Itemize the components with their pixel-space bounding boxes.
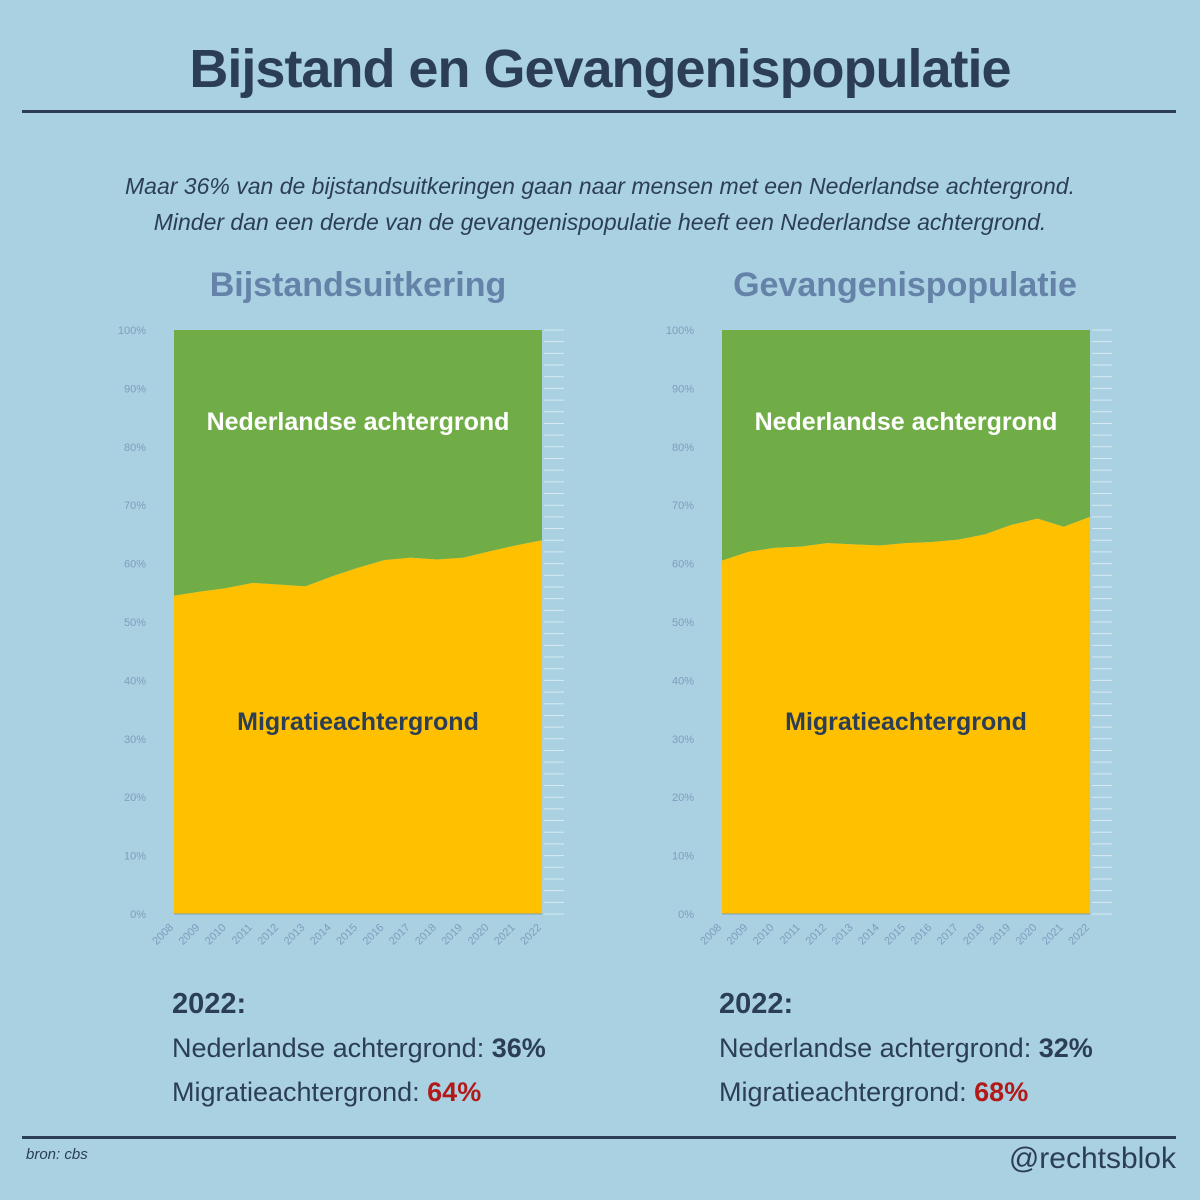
summary-gevangenis: 2022: Nederlandse achtergrond: 32% Migra… xyxy=(719,982,1093,1114)
y-tick-label: 20% xyxy=(124,792,146,804)
x-tick-label: 2022 xyxy=(1066,922,1092,948)
y-tick-label: 90% xyxy=(124,383,146,395)
page-title: Bijstand en Gevangenispopulatie xyxy=(189,39,1011,99)
x-tick-label: 2011 xyxy=(230,922,255,947)
x-tick-label: 2009 xyxy=(725,922,751,948)
chart-bijstand: 0% 10% 20% 30% 40% 50% 60% 70% 80% 90% 100% 2008 200… xyxy=(118,325,564,948)
summary-migration-value: 68% xyxy=(974,1077,1029,1107)
y-axis: 0% 10% 20% 30% 40% 50% 60% 70% 80% 90% 100% xyxy=(666,325,694,921)
y-tick-label: 40% xyxy=(672,675,694,687)
x-tick-label: 2013 xyxy=(282,922,308,948)
area-migration xyxy=(722,516,1090,914)
x-tick-label: 2014 xyxy=(308,922,334,948)
summary-migration-label: Migratieachtergrond: xyxy=(719,1077,967,1107)
x-axis: 2008 2009 2010 2011 2012 2013 2014 2015 2016 2017… xyxy=(150,922,544,948)
y-tick-label: 20% xyxy=(672,792,694,804)
y-tick-label: 100% xyxy=(118,325,146,337)
y-tick-label: 10% xyxy=(124,851,146,863)
y-tick-label: 40% xyxy=(124,675,146,687)
y-tick-label: 0% xyxy=(130,909,146,921)
subtitle-line-2: Minder dan een derde van de gevangenispo… xyxy=(153,209,1047,235)
subtitle-line-1: Maar 36% van de bijstandsuitkeringen gaa… xyxy=(125,173,1075,199)
x-tick-label: 2012 xyxy=(803,922,829,948)
y-tick-label: 50% xyxy=(672,617,694,629)
x-tick-label: 2020 xyxy=(466,922,492,948)
y-tick-label: 70% xyxy=(672,500,694,512)
summary-dutch-row: Nederlandse achtergrond: 32% xyxy=(719,1026,1093,1070)
x-axis: 2008 2009 2010 2011 2012 2013 2014 2015 2016 2017… xyxy=(698,922,1092,948)
x-tick-label: 2016 xyxy=(909,922,935,948)
summary-year: 2022: xyxy=(172,988,247,1020)
chart-title-bijstand: Bijstandsuitkering xyxy=(209,266,507,304)
y-tick-label: 10% xyxy=(672,851,694,863)
y-tick-label: 0% xyxy=(678,909,694,921)
y-tick-label: 100% xyxy=(666,325,694,337)
x-tick-label: 2011 xyxy=(778,922,803,947)
source-note: bron: cbs xyxy=(26,1146,88,1163)
series-label-migration: Migratieachtergrond xyxy=(785,708,1027,736)
title-divider xyxy=(22,110,1176,113)
x-tick-label: 2008 xyxy=(150,922,176,948)
x-tick-label: 2019 xyxy=(439,922,465,948)
minor-ticks xyxy=(1092,329,1112,915)
summary-dutch-label: Nederlandse achtergrond: xyxy=(719,1033,1032,1063)
summary-year: 2022: xyxy=(719,988,794,1020)
x-tick-label: 2018 xyxy=(413,922,439,948)
author-handle: @rechtsblok xyxy=(1008,1142,1176,1175)
x-tick-label: 2017 xyxy=(387,922,413,948)
series-label-dutch: Nederlandse achtergrond xyxy=(755,408,1058,436)
x-tick-label: 2017 xyxy=(935,922,961,948)
x-tick-label: 2012 xyxy=(255,922,281,948)
y-axis: 0% 10% 20% 30% 40% 50% 60% 70% 80% 90% 100% xyxy=(118,325,146,921)
y-tick-label: 50% xyxy=(124,617,146,629)
area-dutch xyxy=(722,330,1090,561)
series-label-migration: Migratieachtergrond xyxy=(237,708,479,736)
area-migration xyxy=(174,540,542,914)
summary-dutch-label: Nederlandse achtergrond: xyxy=(172,1033,485,1063)
minor-ticks xyxy=(544,329,564,915)
summary-migration-row: Migratieachtergrond: 64% xyxy=(172,1070,546,1114)
y-tick-label: 90% xyxy=(672,383,694,395)
area-dutch xyxy=(174,330,542,596)
x-tick-label: 2018 xyxy=(961,922,987,948)
x-tick-label: 2015 xyxy=(882,922,908,948)
y-tick-label: 60% xyxy=(672,559,694,571)
summary-bijstand: 2022: Nederlandse achtergrond: 36% Migra… xyxy=(172,982,546,1114)
y-tick-label: 30% xyxy=(672,734,694,746)
x-tick-label: 2019 xyxy=(987,922,1013,948)
x-tick-label: 2010 xyxy=(751,922,777,948)
x-tick-label: 2015 xyxy=(334,922,360,948)
x-tick-label: 2021 xyxy=(1040,922,1066,948)
x-tick-label: 2008 xyxy=(698,922,724,948)
subtitle: Maar 36% van de bijstandsuitkeringen gaa… xyxy=(0,168,1200,240)
x-tick-label: 2021 xyxy=(492,922,518,948)
summary-dutch-value: 32% xyxy=(1038,1033,1093,1063)
x-tick-label: 2016 xyxy=(361,922,387,948)
y-tick-label: 60% xyxy=(124,559,146,571)
summary-dutch-row: Nederlandse achtergrond: 36% xyxy=(172,1026,546,1070)
x-tick-label: 2022 xyxy=(518,922,544,948)
summary-migration-row: Migratieachtergrond: 68% xyxy=(719,1070,1093,1114)
summary-migration-label: Migratieachtergrond: xyxy=(172,1077,420,1107)
chart-title-gevangenis: Gevangenispopulatie xyxy=(733,266,1077,304)
x-tick-label: 2009 xyxy=(177,922,203,948)
y-tick-label: 30% xyxy=(124,734,146,746)
x-tick-label: 2010 xyxy=(203,922,229,948)
series-label-dutch: Nederlandse achtergrond xyxy=(207,408,510,436)
y-tick-label: 80% xyxy=(672,442,694,454)
summary-dutch-value: 36% xyxy=(491,1033,546,1063)
x-tick-label: 2014 xyxy=(856,922,882,948)
chart-gevangenis: 0% 10% 20% 30% 40% 50% 60% 70% 80% 90% 100% 2008 200… xyxy=(666,325,1112,948)
x-tick-label: 2013 xyxy=(830,922,856,948)
summary-migration-value: 64% xyxy=(427,1077,482,1107)
footer-divider xyxy=(22,1136,1176,1139)
y-tick-label: 70% xyxy=(124,500,146,512)
x-tick-label: 2020 xyxy=(1014,922,1040,948)
y-tick-label: 80% xyxy=(124,442,146,454)
